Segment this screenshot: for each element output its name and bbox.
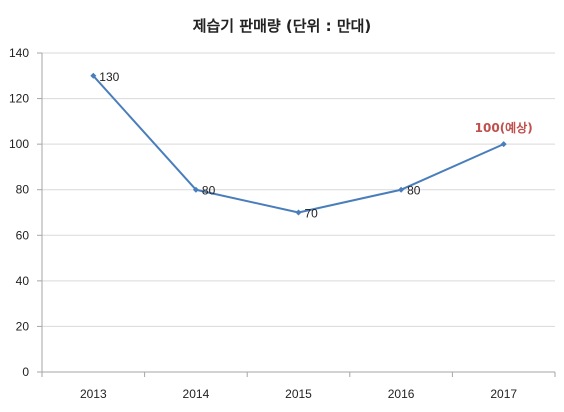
data-label-2014: 80 xyxy=(202,184,216,198)
y-tick-label-0: 0 xyxy=(22,365,29,379)
gridlines xyxy=(42,52,555,327)
data-label-2015: 70 xyxy=(305,207,319,221)
axes xyxy=(37,52,556,377)
data-point-2016 xyxy=(398,186,405,193)
data-label-2016: 80 xyxy=(407,184,421,198)
data-point-2014 xyxy=(192,186,199,193)
x-tick-label-2017: 2017 xyxy=(490,387,517,401)
x-axis-ticks: 2013 2014 2015 2016 2017 xyxy=(80,387,517,401)
x-tick-label-2014: 2014 xyxy=(183,387,210,401)
data-point-2015 xyxy=(295,209,302,216)
data-label-2013: 130 xyxy=(99,70,119,84)
y-tick-label-80: 80 xyxy=(16,183,30,197)
x-tick-label-2015: 2015 xyxy=(285,387,312,401)
data-point-2017 xyxy=(500,141,507,148)
y-axis-ticks: 0 20 40 60 80 100 120 140 xyxy=(9,46,29,379)
y-tick-label-60: 60 xyxy=(16,228,30,242)
x-tick-label-2016: 2016 xyxy=(388,387,415,401)
data-labels: 130 80 70 80 100(예상) xyxy=(99,70,532,221)
x-tick-label-2013: 2013 xyxy=(80,387,107,401)
chart-title: 제습기 판매량 (단위 : 만대) xyxy=(193,17,372,35)
y-tick-label-40: 40 xyxy=(16,274,30,288)
y-tick-label-140: 140 xyxy=(9,46,29,60)
y-tick-label-120: 120 xyxy=(9,92,29,106)
data-label-2017: 100(예상) xyxy=(475,120,533,135)
y-tick-label-100: 100 xyxy=(9,137,29,151)
y-tick-label-20: 20 xyxy=(16,319,30,333)
data-points xyxy=(90,72,507,216)
data-point-2013 xyxy=(90,72,97,79)
